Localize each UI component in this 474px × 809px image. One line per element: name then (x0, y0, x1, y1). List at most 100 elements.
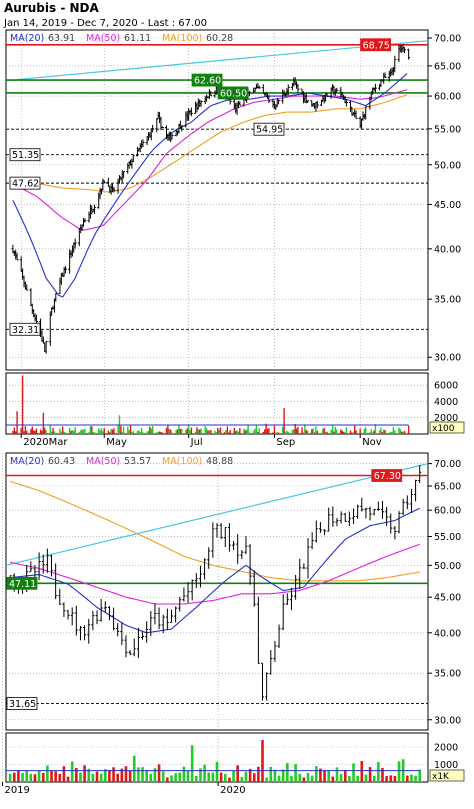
y-tick-label: 65.00 (434, 61, 461, 72)
volume-bar (31, 426, 33, 434)
volume-bar (351, 432, 353, 434)
volume-bar (388, 432, 390, 434)
level-label-box (371, 469, 403, 482)
ma50-line (9, 543, 420, 605)
volume-bar (84, 428, 86, 434)
ma-legend-value: 48.88 (206, 456, 233, 467)
volume-bar (178, 425, 180, 434)
y-tick-label: 35.00 (434, 669, 461, 680)
volume-bar (344, 432, 346, 434)
volume-bar (127, 426, 129, 434)
volume-bar (371, 432, 374, 434)
volume-bar (356, 775, 359, 782)
volume-bar (113, 428, 115, 434)
level-label: 51.35 (12, 150, 39, 161)
volume-bar (194, 431, 197, 434)
volume-tick-label: 6000 (434, 381, 458, 392)
volume-bar (359, 428, 361, 434)
y-tick-label: 35.00 (434, 295, 461, 306)
volume-bar (207, 430, 209, 434)
volume-bar (364, 774, 368, 782)
x-tick-label: 2020 (220, 785, 245, 796)
volume-bar (258, 428, 260, 434)
volume-bar (205, 428, 208, 434)
volume-bar (149, 773, 153, 782)
volume-bar (12, 772, 16, 782)
volume-bar (175, 429, 177, 434)
volume-bar (276, 432, 278, 434)
volume-bar (301, 427, 303, 434)
volume-bar (365, 427, 367, 434)
volume-bar (380, 427, 382, 434)
price-panel-frame (5, 29, 429, 371)
volume-bar (70, 430, 72, 434)
volume-bar (59, 428, 61, 434)
volume-bar (403, 430, 406, 434)
ma-legend-label: MA(50) (86, 456, 120, 467)
volume-bar (297, 426, 299, 434)
volume-bar (66, 776, 70, 782)
volume-bar (302, 432, 305, 434)
level-label: 68.75 (363, 40, 390, 51)
volume-bar (312, 428, 314, 434)
volume-bar (204, 426, 206, 434)
volume-bar (12, 431, 14, 434)
volume-bar (372, 775, 376, 782)
volume-bar (91, 773, 95, 782)
daily-chart: 70.00 65.00 60.00 55.00 50.00 45.00 40.00 35.00… (5, 29, 465, 448)
volume-bar (284, 432, 287, 434)
volume-bar (316, 430, 319, 434)
volume-bar (53, 431, 56, 434)
volume-tick-label: 4000 (434, 397, 458, 408)
x-tick-label: 2019 (4, 785, 29, 796)
volume-bar (273, 425, 276, 434)
volume-bar (82, 429, 85, 434)
weekly-chart: 70.00 65.00 60.00 55.00 50.00 45.00 40.00 35.00… (1, 452, 465, 796)
volume-bar (30, 429, 32, 434)
volume-bar (70, 761, 74, 782)
volume-bar (331, 425, 334, 434)
volume-unit-box (429, 421, 465, 434)
volume-unit-label: x1K (432, 772, 450, 782)
y-tick-label: 50.00 (434, 160, 461, 171)
volume-bar (16, 411, 18, 434)
volume-bar (196, 427, 198, 434)
volume-bar (268, 428, 270, 434)
volume-bar (32, 430, 35, 434)
ma-legend-label: MA(100) (162, 33, 202, 44)
volume-bar (398, 427, 400, 434)
volume-bar (225, 429, 227, 434)
volume-bar (399, 429, 402, 434)
volume-unit-box (429, 769, 465, 782)
volume-bar (24, 426, 27, 434)
volume-bar (254, 428, 256, 434)
volume-bar (237, 431, 240, 434)
volume-bar (414, 775, 417, 782)
volume-bar (216, 428, 219, 434)
volume-bar (87, 768, 91, 782)
volume-bar (327, 770, 331, 782)
volume-bar (111, 429, 114, 434)
volume-bar (294, 423, 296, 434)
volume-bar (179, 428, 182, 434)
trendline (5, 463, 429, 566)
volume-bar (383, 429, 385, 434)
volume-bar (323, 770, 326, 782)
volume-bar (290, 776, 293, 782)
ma100-line (9, 480, 420, 582)
volume-bar (150, 428, 152, 434)
volume-tick-label: 1000 (434, 760, 458, 771)
volume-bar (305, 429, 307, 434)
volume-bar (185, 430, 187, 434)
volume-tick-label: 2000 (434, 743, 458, 754)
volume-bar (208, 430, 211, 434)
volume-bar (8, 773, 12, 782)
volume-bar (243, 428, 245, 434)
volume-bar (161, 432, 164, 434)
volume-bar (186, 428, 188, 434)
volume-bar (80, 430, 82, 434)
volume-bar (33, 774, 37, 782)
volume-bar (389, 432, 392, 434)
volume-bar (233, 427, 235, 434)
ma-legend-value: 61.11 (124, 33, 151, 44)
